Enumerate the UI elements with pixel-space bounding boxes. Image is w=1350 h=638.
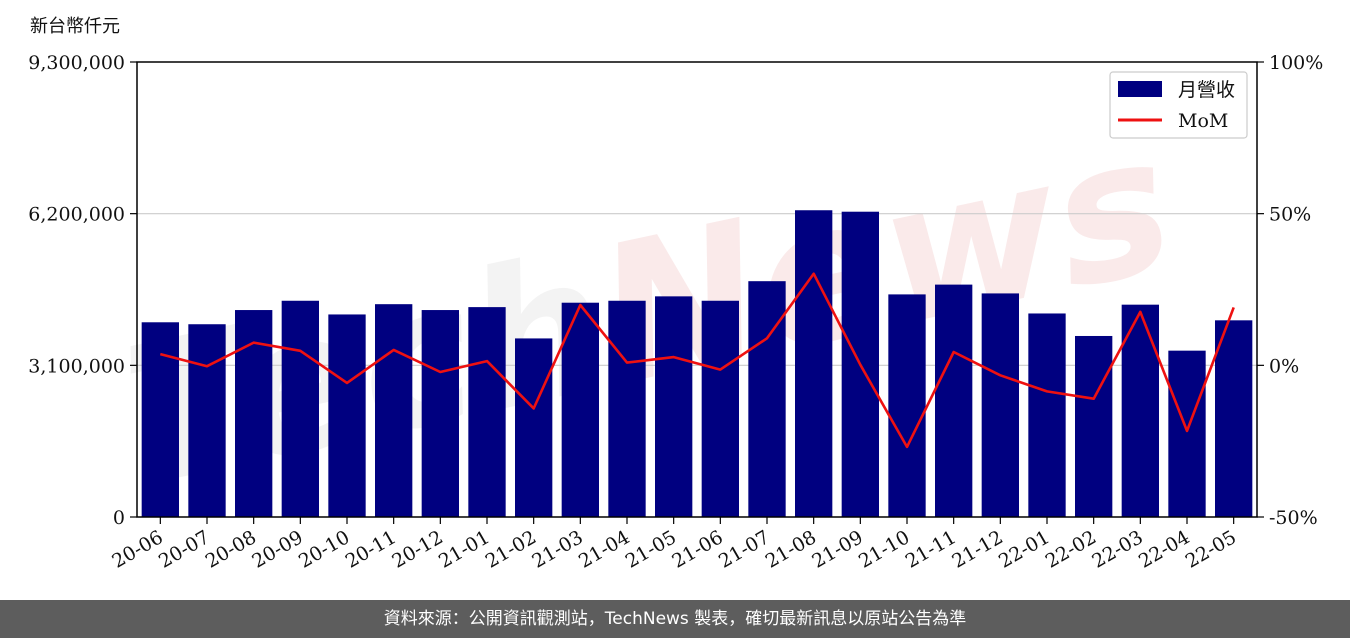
revenue-bar [608, 300, 646, 517]
revenue-bar [235, 310, 273, 517]
x-tick-label: 21-05 [622, 526, 680, 572]
revenue-bar [1215, 320, 1253, 517]
y-left-tick-label: 9,300,000 [28, 52, 125, 74]
legend-bar-swatch [1118, 81, 1162, 97]
legend-bar-label: 月營收 [1178, 79, 1235, 101]
y-left-tick-label: 6,200,000 [28, 204, 125, 226]
revenue-bar [281, 300, 319, 517]
x-tick-label: 22-03 [1088, 526, 1146, 572]
revenue-bar [188, 324, 226, 517]
y-left-tick-label: 0 [113, 507, 125, 529]
footer-text: 資料來源：公開資訊觀測站，TechNews 製表，確切最新訊息以原站公告為準 [383, 609, 967, 629]
unit-label: 新台幣仟元 [30, 16, 120, 37]
revenue-bar [421, 310, 459, 517]
x-tick-label: 21-11 [902, 526, 960, 572]
y-right-tick-label: 100% [1269, 52, 1323, 74]
x-tick-label: 20-06 [108, 526, 166, 572]
revenue-bar [141, 322, 179, 517]
x-tick-label: 20-07 [155, 526, 213, 572]
x-tick-label: 21-06 [668, 526, 726, 572]
x-tick-label: 21-02 [482, 526, 540, 572]
x-tick-label: 21-04 [575, 526, 633, 572]
y-right-tick-label: 50% [1269, 204, 1311, 226]
revenue-bar [515, 338, 553, 517]
x-tick-label: 22-05 [1182, 526, 1240, 572]
x-tick-label: 21-09 [808, 526, 866, 572]
revenue-bar [1075, 335, 1113, 517]
revenue-bar [888, 294, 926, 517]
y-right-tick-label: -50% [1269, 507, 1318, 529]
x-tick-label: 21-07 [715, 526, 773, 572]
x-tick-label: 20-12 [388, 526, 446, 572]
revenue-bar [1121, 304, 1159, 517]
mom-line [159, 272, 1235, 449]
x-tick-label: 22-02 [1042, 526, 1100, 572]
x-tick-label: 22-04 [1135, 526, 1193, 572]
x-tick-label: 21-12 [948, 526, 1006, 572]
revenue-chart: 0 3,100,000 6,200,000 9,300,000 -50% 0% 50% 100… [28, 52, 1323, 573]
x-tick-label: 20-11 [342, 526, 400, 572]
chart-container: 0 3,100,000 6,200,000 9,300,000 -50% 0% 50% 100… [28, 52, 1323, 573]
x-tick-label: 21-10 [855, 526, 913, 572]
revenue-bar [328, 314, 366, 517]
plot-frame [136, 61, 1258, 518]
y-left-tick-label: 3,100,000 [28, 355, 125, 377]
x-tick-label: 22-01 [995, 526, 1053, 572]
revenue-bar [468, 307, 506, 517]
revenue-bar [701, 300, 739, 517]
legend-line-label: MoM [1178, 110, 1228, 132]
revenue-bar [748, 281, 786, 517]
source-footer: 資料來源：公開資訊觀測站，TechNews 製表，確切最新訊息以原站公告為準 [0, 600, 1350, 638]
revenue-bar [935, 284, 973, 517]
revenue-bar [655, 296, 693, 517]
x-tick-label: 21-01 [435, 526, 493, 572]
revenue-bar [981, 293, 1019, 517]
revenue-bar [375, 304, 413, 517]
x-tick-label: 21-03 [528, 526, 586, 572]
revenue-bar [561, 302, 599, 517]
x-tick-label: 20-09 [248, 526, 306, 572]
revenue-bar [795, 210, 833, 517]
revenue-bar [1168, 350, 1206, 517]
y-right-tick-label: 0% [1269, 355, 1299, 377]
x-tick-label: 21-08 [762, 526, 820, 572]
x-tick-label: 20-08 [202, 526, 260, 572]
x-tick-label: 20-10 [295, 526, 353, 572]
revenue-bar [1028, 313, 1066, 517]
